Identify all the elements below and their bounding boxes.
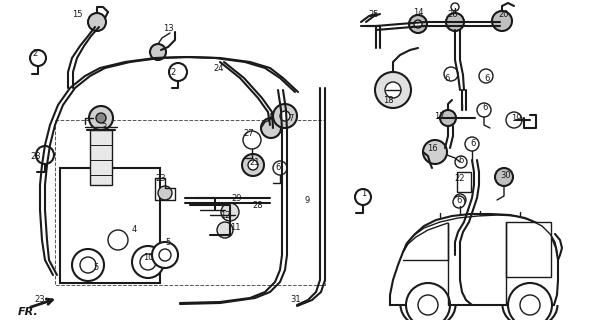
- Text: 29: 29: [232, 194, 242, 203]
- Circle shape: [446, 13, 464, 31]
- Circle shape: [385, 82, 401, 98]
- Circle shape: [406, 283, 450, 320]
- Circle shape: [454, 194, 466, 206]
- Text: 27: 27: [244, 129, 254, 138]
- Text: 1: 1: [361, 188, 367, 197]
- Circle shape: [280, 111, 290, 121]
- Circle shape: [72, 249, 104, 281]
- Text: 31: 31: [291, 294, 301, 303]
- Text: 23: 23: [156, 173, 166, 182]
- Circle shape: [30, 50, 46, 66]
- Circle shape: [108, 230, 128, 250]
- Circle shape: [506, 112, 522, 128]
- Circle shape: [248, 160, 258, 170]
- Circle shape: [96, 113, 106, 123]
- Circle shape: [221, 203, 239, 221]
- Circle shape: [169, 63, 187, 81]
- Circle shape: [89, 106, 113, 130]
- Circle shape: [451, 3, 459, 11]
- Circle shape: [375, 72, 411, 108]
- Text: 21: 21: [250, 157, 260, 166]
- Bar: [457, 172, 471, 192]
- Text: 6: 6: [470, 139, 476, 148]
- Text: 14: 14: [413, 7, 423, 17]
- Text: 6: 6: [482, 102, 488, 111]
- Bar: [55, 120, 325, 285]
- Circle shape: [261, 118, 281, 138]
- Text: 6: 6: [456, 196, 462, 204]
- Circle shape: [414, 20, 422, 28]
- Text: 9: 9: [304, 196, 310, 204]
- Text: 17: 17: [434, 111, 444, 121]
- Text: 3: 3: [101, 123, 107, 132]
- Circle shape: [242, 154, 264, 176]
- Text: 8: 8: [268, 113, 274, 122]
- Circle shape: [150, 44, 166, 60]
- Circle shape: [479, 69, 493, 83]
- Text: 13: 13: [163, 23, 174, 33]
- Circle shape: [80, 257, 96, 273]
- Circle shape: [465, 137, 479, 151]
- Text: 22: 22: [455, 173, 465, 182]
- Text: 28: 28: [253, 201, 263, 210]
- Text: 6: 6: [485, 74, 489, 83]
- Text: 6: 6: [276, 163, 280, 172]
- Text: 2: 2: [32, 49, 38, 58]
- Text: 5: 5: [93, 263, 98, 273]
- Text: 20: 20: [499, 10, 509, 19]
- Circle shape: [217, 222, 233, 238]
- Polygon shape: [390, 214, 558, 305]
- Bar: [90, 130, 112, 185]
- Text: 10: 10: [143, 253, 153, 262]
- Text: 24: 24: [214, 63, 224, 73]
- Circle shape: [140, 254, 156, 270]
- Circle shape: [132, 246, 164, 278]
- Bar: [60, 168, 160, 283]
- Text: 12: 12: [220, 211, 230, 220]
- Text: 15: 15: [71, 10, 82, 19]
- Text: 11: 11: [230, 222, 240, 231]
- Text: 18: 18: [382, 95, 393, 105]
- Circle shape: [243, 131, 261, 149]
- Circle shape: [152, 242, 178, 268]
- Text: 25: 25: [369, 10, 379, 19]
- Bar: [506, 222, 551, 277]
- Circle shape: [440, 110, 456, 126]
- Circle shape: [444, 67, 458, 81]
- Circle shape: [508, 283, 552, 320]
- Circle shape: [355, 189, 371, 205]
- Circle shape: [520, 295, 540, 315]
- Circle shape: [477, 103, 491, 117]
- Text: 7: 7: [288, 114, 294, 123]
- Text: 23: 23: [35, 295, 45, 305]
- Text: FR.: FR.: [18, 307, 38, 317]
- Text: 26: 26: [448, 10, 458, 19]
- Text: 30: 30: [500, 171, 511, 180]
- Circle shape: [36, 146, 54, 164]
- Circle shape: [453, 196, 465, 208]
- Text: 5: 5: [166, 237, 170, 246]
- Circle shape: [158, 186, 172, 200]
- Text: 16: 16: [426, 143, 437, 153]
- Text: 19: 19: [511, 114, 521, 123]
- Circle shape: [455, 156, 467, 168]
- Text: 2: 2: [170, 68, 175, 76]
- Circle shape: [495, 168, 513, 186]
- Circle shape: [423, 140, 447, 164]
- Circle shape: [88, 13, 106, 31]
- Circle shape: [418, 295, 438, 315]
- Circle shape: [273, 104, 297, 128]
- Text: 6: 6: [458, 156, 464, 164]
- Circle shape: [492, 11, 512, 31]
- Text: 23: 23: [31, 151, 42, 161]
- Text: 6: 6: [444, 74, 450, 83]
- Text: 4: 4: [131, 225, 137, 234]
- Circle shape: [159, 249, 171, 261]
- Circle shape: [409, 15, 427, 33]
- Circle shape: [273, 161, 287, 175]
